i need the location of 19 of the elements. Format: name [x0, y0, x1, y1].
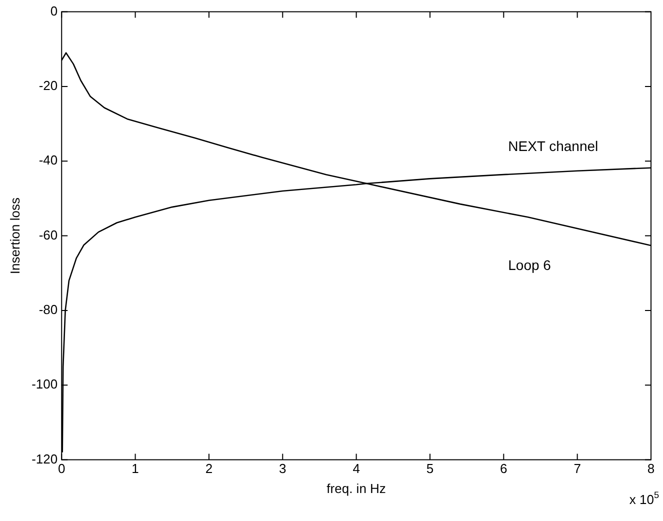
- x-tick-label: 2: [205, 461, 213, 476]
- y-tick-label: -20: [38, 78, 58, 94]
- x-tick-label: 7: [574, 461, 581, 476]
- y-tick-label: -120: [32, 451, 58, 466]
- x-tick-label: 8: [647, 461, 655, 476]
- text: Loop 6: [508, 257, 552, 274]
- x-axis-title: freq. in Hz: [326, 480, 386, 496]
- x-tick-label: 4: [352, 461, 360, 476]
- x-tick-label: 6: [500, 461, 508, 476]
- y-tick-label: 0: [50, 3, 58, 18]
- y-tick-label: -80: [38, 302, 58, 318]
- x-tick-label: 5: [426, 461, 434, 476]
- y-tick-label: -100: [32, 376, 58, 392]
- series-label: NEXT channel: [508, 138, 598, 154]
- y-axis-title: Insertion loss: [7, 197, 22, 274]
- y-tick-label: -40: [38, 152, 58, 168]
- x-tick-label: 3: [279, 461, 286, 476]
- y-tick-label: -60: [38, 227, 58, 242]
- x-tick-label: 1: [132, 461, 139, 476]
